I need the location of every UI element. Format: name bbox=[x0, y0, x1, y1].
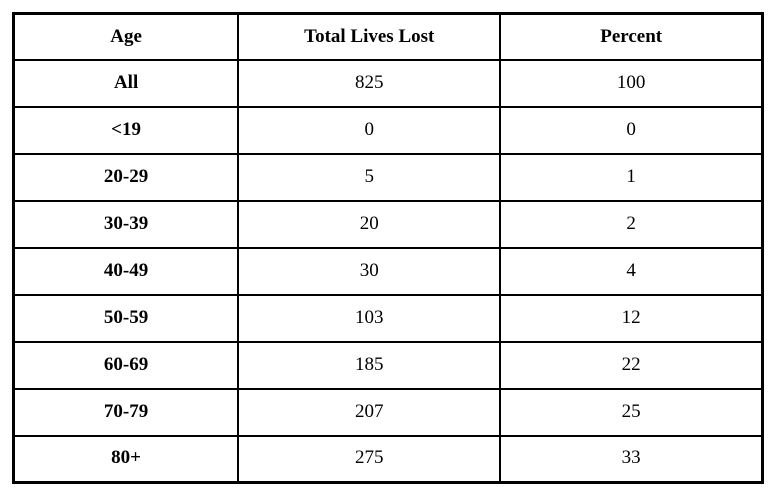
percent-cell: 33 bbox=[499, 434, 764, 484]
percent-cell: 2 bbox=[499, 200, 764, 249]
total-lives-lost-cell: 103 bbox=[237, 293, 502, 343]
table-row: 70-79 207 25 bbox=[12, 387, 764, 437]
table-row: 60-69 185 22 bbox=[12, 340, 764, 390]
age-group-cell: 60-69 bbox=[12, 340, 240, 390]
total-lives-lost-cell: 20 bbox=[237, 200, 502, 249]
percent-cell: 100 bbox=[499, 59, 764, 109]
lives-lost-by-age-table: Age Total Lives Lost Percent All 825 100 <19 0… bbox=[12, 12, 764, 484]
age-group-cell: 80+ bbox=[12, 434, 240, 484]
column-header: Percent bbox=[499, 12, 764, 62]
age-group-cell: 30-39 bbox=[12, 200, 240, 249]
total-lives-lost-cell: 5 bbox=[237, 153, 502, 203]
age-group-cell: 40-49 bbox=[12, 246, 240, 296]
age-group-cell: All bbox=[12, 59, 240, 109]
age-group-cell: 20-29 bbox=[12, 153, 240, 203]
table-row: 80+ 275 33 bbox=[12, 434, 764, 484]
age-group-cell: 50-59 bbox=[12, 293, 240, 343]
percent-cell: 1 bbox=[499, 153, 764, 203]
table-row: <19 0 0 bbox=[12, 106, 764, 156]
column-header: Total Lives Lost bbox=[237, 12, 502, 62]
table-row: 40-49 30 4 bbox=[12, 246, 764, 296]
table-row: 50-59 103 12 bbox=[12, 293, 764, 343]
column-header: Age bbox=[12, 12, 240, 62]
table-row: 30-39 20 2 bbox=[12, 200, 764, 249]
percent-cell: 4 bbox=[499, 246, 764, 296]
table-header: Age Total Lives Lost Percent bbox=[12, 12, 764, 62]
percent-cell: 22 bbox=[499, 340, 764, 390]
percent-cell: 25 bbox=[499, 387, 764, 437]
age-group-cell: 70-79 bbox=[12, 387, 240, 437]
table-body: All 825 100 <19 0 0 20-29 5 1 30-39 20 2 40-49 30 4 50-… bbox=[12, 59, 764, 484]
percent-cell: 0 bbox=[499, 106, 764, 156]
age-group-cell: <19 bbox=[12, 106, 240, 156]
table-row: All 825 100 bbox=[12, 59, 764, 109]
total-lives-lost-cell: 0 bbox=[237, 106, 502, 156]
table-row: 20-29 5 1 bbox=[12, 153, 764, 203]
total-lives-lost-cell: 185 bbox=[237, 340, 502, 390]
total-lives-lost-cell: 825 bbox=[237, 59, 502, 109]
percent-cell: 12 bbox=[499, 293, 764, 343]
total-lives-lost-cell: 207 bbox=[237, 387, 502, 437]
total-lives-lost-cell: 30 bbox=[237, 246, 502, 296]
total-lives-lost-cell: 275 bbox=[237, 434, 502, 484]
header-row: Age Total Lives Lost Percent bbox=[12, 12, 764, 62]
